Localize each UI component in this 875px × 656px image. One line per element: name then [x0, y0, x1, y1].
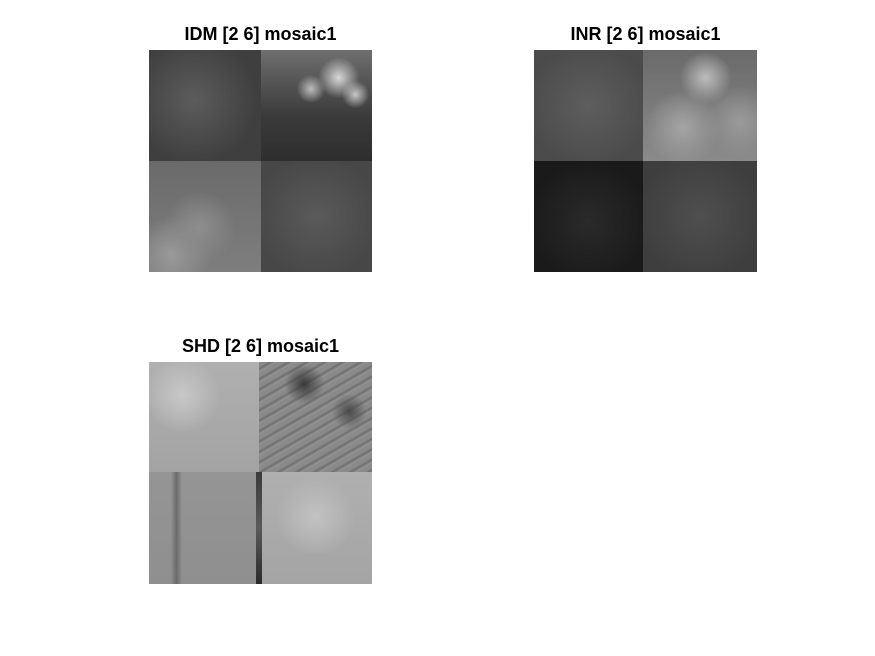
shd-vertical-seam — [256, 472, 262, 584]
idm-quadrant-top-left — [149, 50, 261, 161]
inr-quadrant-top-right — [643, 50, 757, 161]
shd-panel-title: SHD [2 6] mosaic1 — [181, 336, 340, 356]
idm-quadrant-bottom-right — [261, 161, 372, 272]
inr-texture-image — [534, 50, 757, 272]
idm-texture-image — [149, 50, 372, 272]
idm-quadrant-top-right — [261, 50, 372, 161]
inr-quadrant-bottom-left — [534, 161, 643, 272]
shd-texture-image — [149, 362, 372, 584]
idm-quadrant-bottom-left — [149, 161, 261, 272]
shd-quadrant-top-left — [149, 362, 259, 472]
idm-panel-title: IDM [2 6] mosaic1 — [184, 24, 337, 44]
shd-quadrant-bottom-left — [149, 472, 259, 584]
inr-quadrant-top-left — [534, 50, 643, 161]
inr-panel-title: INR [2 6] mosaic1 — [570, 24, 721, 44]
shd-quadrant-bottom-right — [259, 472, 372, 584]
inr-quadrant-bottom-right — [643, 161, 757, 272]
shd-quadrant-top-right — [259, 362, 372, 472]
